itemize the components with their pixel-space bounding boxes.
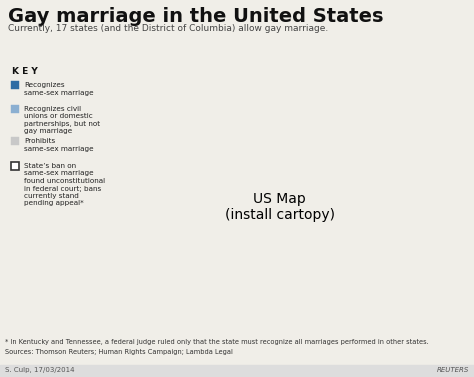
Text: Recognizes
same-sex marriage: Recognizes same-sex marriage — [24, 82, 94, 95]
Text: Currently, 17 states (and the District of Columbia) allow gay marriage.: Currently, 17 states (and the District o… — [8, 24, 328, 33]
Text: K E Y: K E Y — [12, 67, 38, 76]
Text: REUTERS: REUTERS — [437, 367, 469, 373]
Text: Prohibits
same-sex marriage: Prohibits same-sex marriage — [24, 138, 94, 152]
Bar — [11, 162, 19, 170]
Bar — [11, 105, 19, 113]
Text: Gay marriage in the United States: Gay marriage in the United States — [8, 7, 383, 26]
Text: Sources: Thomson Reuters; Human Rights Campaign; Lambda Legal: Sources: Thomson Reuters; Human Rights C… — [5, 349, 233, 355]
Bar — [11, 137, 19, 145]
Bar — [0, 365, 474, 377]
Text: * In Kentucky and Tennessee, a federal judge ruled only that the state must reco: * In Kentucky and Tennessee, a federal j… — [5, 339, 429, 345]
Text: US Map
(install cartopy): US Map (install cartopy) — [225, 192, 335, 222]
Text: Recognizes civil
unions or domestic
partnerships, but not
gay marriage: Recognizes civil unions or domestic part… — [24, 106, 100, 135]
Text: S. Culp, 17/03/2014: S. Culp, 17/03/2014 — [5, 367, 74, 373]
Bar — [11, 81, 19, 89]
Text: State’s ban on
same-sex marriage
found unconstitutional
in federal court; bans
c: State’s ban on same-sex marriage found u… — [24, 163, 105, 207]
